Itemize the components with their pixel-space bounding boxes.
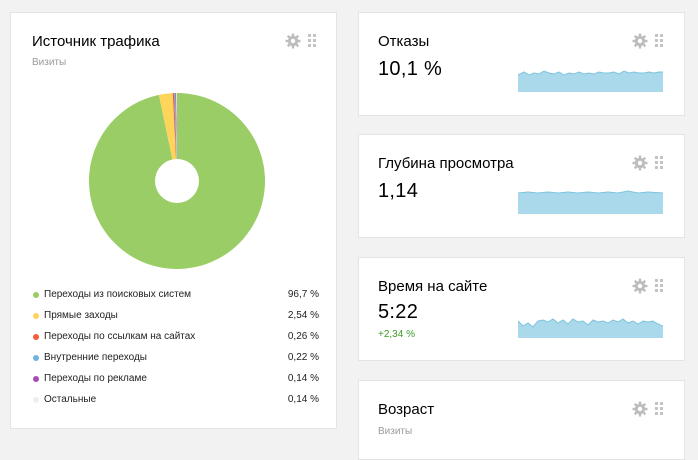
legend-label: Прямые заходы (44, 310, 118, 321)
age-title: Возраст (378, 401, 435, 418)
legend-dot-icon (33, 334, 39, 340)
depth-value: 1,14 (378, 180, 419, 202)
gear-icon[interactable] (632, 33, 648, 49)
time-on-site-sparkline (518, 318, 663, 338)
traffic-source-subtitle: Визиты (32, 57, 67, 68)
legend-dot-icon (33, 292, 39, 298)
legend-label: Внутренние переходы (44, 352, 147, 363)
drag-handle-icon[interactable] (308, 34, 317, 48)
drag-handle-icon[interactable] (655, 156, 664, 170)
legend-value: 96,7 % (287, 289, 319, 300)
depth-title: Глубина просмотра (378, 155, 514, 172)
drag-handle-icon[interactable] (655, 34, 664, 48)
gear-icon[interactable] (632, 155, 648, 171)
legend-item[interactable]: Переходы из поисковых систем 96,7 % (31, 288, 323, 309)
legend-item[interactable]: Переходы по рекламе 0,14 % (31, 372, 323, 393)
legend-label: Переходы по рекламе (44, 373, 147, 384)
bounces-sparkline (518, 70, 663, 92)
pie-slice[interactable] (174, 93, 177, 181)
pie-slice[interactable] (172, 93, 177, 181)
gear-icon[interactable] (632, 278, 648, 294)
legend-item[interactable]: Прямые заходы 2,54 % (31, 309, 323, 330)
pie-slice[interactable] (175, 93, 177, 181)
pie-center-hole (155, 159, 199, 203)
legend-value: 0,14 % (287, 373, 319, 384)
traffic-legend: Переходы из поисковых систем 96,7 % Прямые… (31, 288, 323, 414)
legend-dot-icon (33, 397, 39, 403)
time-on-site-value: 5:22 (378, 301, 419, 323)
time-on-site-delta: +2,34 % (378, 329, 415, 340)
depth-sparkline (518, 190, 663, 214)
legend-item[interactable]: Переходы по ссылкам на сайтах 0,26 % (31, 330, 323, 351)
legend-dot-icon (33, 355, 39, 361)
bounces-title: Отказы (378, 33, 430, 50)
traffic-source-title: Источник трафика (32, 33, 160, 50)
legend-value: 0,26 % (287, 331, 319, 342)
bounces-card: Отказы 10,1 % (358, 12, 685, 116)
traffic-pie-chart (88, 93, 265, 269)
time-on-site-title: Время на сайте (378, 278, 488, 295)
legend-dot-icon (33, 376, 39, 382)
time-on-site-card: Время на сайте 5:22 +2,34 % (358, 257, 685, 361)
age-subtitle: Визиты (378, 426, 413, 437)
legend-item[interactable]: Внутренние переходы 0,22 % (31, 351, 323, 372)
pie-slice[interactable] (158, 93, 177, 181)
age-card: Возраст Визиты (358, 380, 685, 460)
legend-label: Переходы по ссылкам на сайтах (44, 331, 196, 342)
gear-icon[interactable] (285, 33, 301, 49)
legend-label: Остальные (44, 394, 97, 405)
legend-value: 0,14 % (287, 394, 319, 405)
drag-handle-icon[interactable] (655, 279, 664, 293)
gear-icon[interactable] (632, 401, 648, 417)
drag-handle-icon[interactable] (655, 402, 664, 416)
legend-value: 0,22 % (287, 352, 319, 363)
legend-value: 2,54 % (287, 310, 319, 321)
traffic-source-card: Источник трафика Визиты Переходы из поис… (10, 12, 337, 429)
depth-card: Глубина просмотра 1,14 (358, 134, 685, 238)
pie-slice[interactable] (176, 93, 177, 181)
legend-dot-icon (33, 313, 39, 319)
legend-item[interactable]: Остальные 0,14 % (31, 393, 323, 414)
legend-label: Переходы из поисковых систем (44, 289, 192, 300)
bounces-value: 10,1 % (378, 58, 443, 80)
